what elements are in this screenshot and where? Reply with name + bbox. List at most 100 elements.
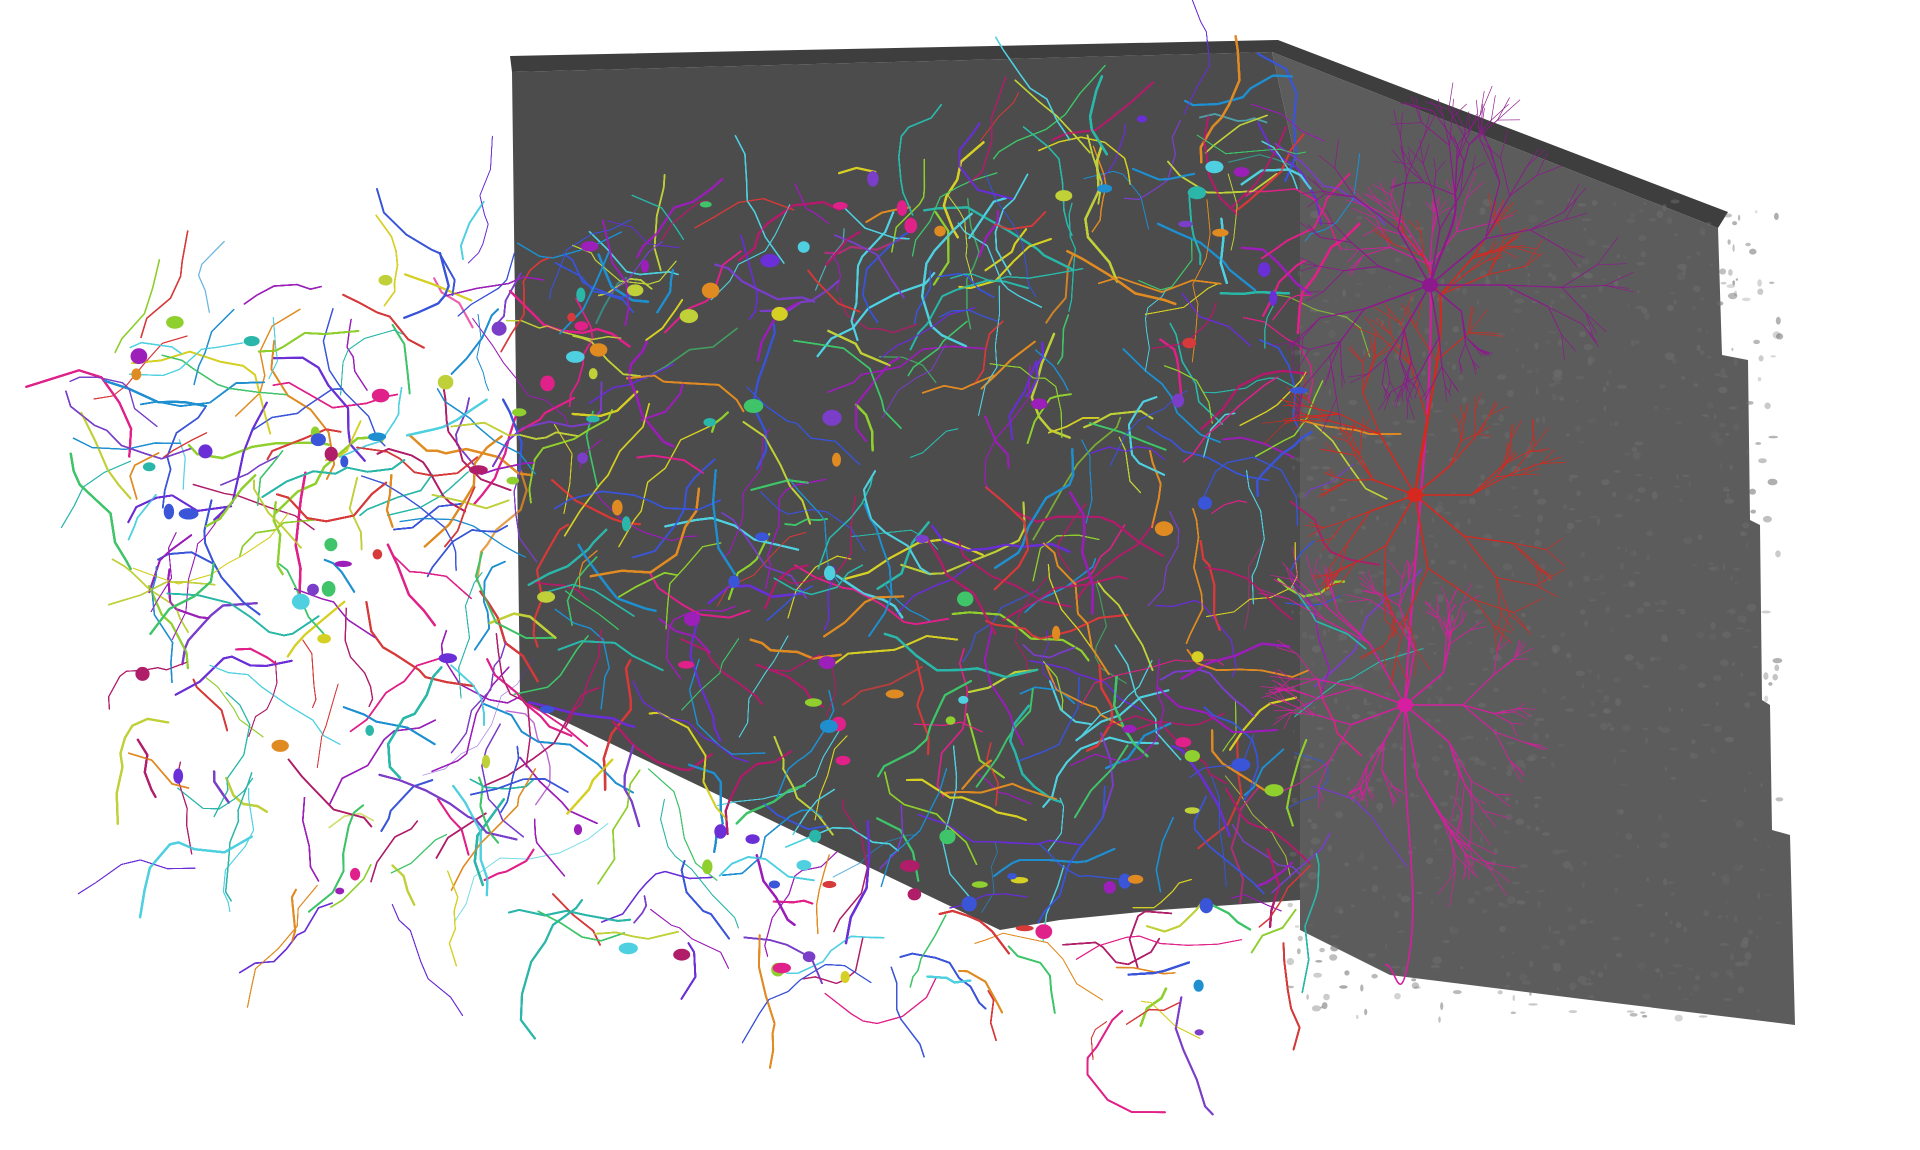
em-texture-speck (1405, 200, 1411, 207)
em-texture-speck (1315, 960, 1323, 963)
highlighted-neurite (1448, 605, 1452, 636)
em-texture-speck (1720, 659, 1729, 667)
em-texture-speck (1446, 685, 1452, 692)
neurite-segment (640, 382, 684, 421)
neurite-segment (602, 219, 630, 326)
neurite-segment (880, 768, 948, 887)
em-texture-speck (1400, 895, 1411, 903)
em-texture-speck (1452, 990, 1462, 995)
em-texture-speck (1729, 464, 1734, 470)
em-texture-speck (1575, 670, 1585, 677)
highlighted-neurite (1485, 862, 1518, 869)
em-texture-speck (1368, 602, 1372, 605)
em-texture-speck (1309, 307, 1319, 313)
em-texture-speck (1372, 866, 1378, 871)
neurite-segment (854, 403, 874, 452)
highlighted-neurite (1390, 194, 1405, 224)
neurite-segment (431, 493, 510, 510)
em-texture-speck (1525, 625, 1531, 631)
em-texture-speck (1432, 956, 1442, 965)
em-texture-speck (1696, 631, 1705, 639)
neurite-segment (408, 433, 533, 477)
em-texture-speck (1623, 452, 1632, 456)
highlighted-neurite (1267, 695, 1287, 703)
em-texture-speck (1656, 210, 1664, 219)
neurite-segment (163, 432, 208, 458)
neurite-segment (1272, 294, 1312, 321)
em-texture-speck (1568, 1010, 1578, 1014)
neurite-segment (166, 592, 320, 637)
em-texture-speck (1617, 275, 1621, 279)
em-texture-speck (1385, 943, 1388, 950)
neurite-segment (431, 666, 510, 772)
em-texture-speck (1350, 681, 1356, 687)
em-texture-speck (1631, 446, 1638, 453)
em-texture-speck (1347, 776, 1351, 781)
em-texture-speck (1556, 744, 1565, 747)
neurite-segment (161, 354, 288, 396)
em-texture-speck (1434, 719, 1442, 723)
neurite-segment (967, 669, 1038, 694)
em-texture-speck (1414, 795, 1420, 798)
neurite-segment (253, 479, 302, 549)
highlighted-neurite (1455, 855, 1478, 878)
em-texture-speck (1613, 757, 1617, 766)
em-texture-speck (1565, 708, 1575, 712)
em-texture-speck (1577, 975, 1588, 984)
highlighted-neurite (1460, 813, 1463, 832)
neurite-segment (917, 813, 1083, 846)
em-texture-speck (1772, 658, 1783, 664)
em-texture-speck (1587, 356, 1596, 364)
em-texture-speck (1551, 393, 1558, 401)
neurite-segment (1222, 701, 1237, 752)
em-texture-speck (1636, 607, 1645, 614)
em-texture-speck (1302, 407, 1311, 414)
em-texture-speck (1291, 797, 1298, 804)
em-texture-speck (1465, 735, 1474, 740)
neurite-segment (537, 910, 625, 942)
em-texture-speck (1608, 369, 1612, 375)
highlighted-neurite (1454, 837, 1470, 852)
em-texture-speck (1416, 891, 1423, 895)
em-texture-speck (1328, 553, 1335, 560)
em-texture-speck (1612, 491, 1617, 498)
em-texture-speck (1559, 293, 1566, 299)
highlighted-neurite (1403, 222, 1431, 266)
em-texture-speck (1727, 239, 1731, 245)
em-texture-speck (1764, 893, 1773, 897)
highlighted-neurite (1431, 202, 1438, 217)
em-texture-speck (1297, 935, 1303, 942)
neurite-segment (900, 501, 1026, 575)
neurite-segment (1041, 630, 1062, 693)
em-texture-speck (1638, 235, 1647, 242)
neurite-segment (1230, 126, 1287, 210)
em-texture-speck (1562, 504, 1567, 510)
neurite-segment (1182, 376, 1279, 463)
em-texture-speck (1322, 320, 1331, 323)
em-texture-speck (1660, 971, 1663, 979)
highlighted-neurite (1437, 614, 1452, 636)
highlighted-neurite (1440, 814, 1469, 842)
em-texture-speck (1354, 715, 1359, 720)
em-texture-speck (1528, 754, 1538, 761)
highlighted-neurite (1513, 640, 1521, 661)
highlighted-neurite (1469, 626, 1487, 631)
em-texture-speck (1670, 892, 1675, 896)
em-texture-speck (1535, 366, 1540, 374)
highlighted-neurite (1511, 542, 1547, 551)
neurite-segment (764, 851, 838, 957)
em-texture-speck (1526, 714, 1533, 718)
em-texture-speck (1438, 1016, 1441, 1023)
neurite-segment (127, 494, 233, 524)
em-texture-speck (1557, 339, 1563, 347)
neurite-segment (1002, 575, 1128, 622)
neurite-segment (1277, 578, 1346, 598)
em-texture-speck (1511, 572, 1514, 577)
em-texture-speck (1323, 484, 1330, 492)
em-texture-speck (1587, 418, 1597, 423)
em-texture-speck (1546, 340, 1551, 344)
em-texture-speck (1536, 498, 1547, 505)
highlighted-neurite (1513, 658, 1529, 661)
em-texture-speck (1568, 477, 1573, 482)
neurite-segment (1261, 140, 1298, 190)
